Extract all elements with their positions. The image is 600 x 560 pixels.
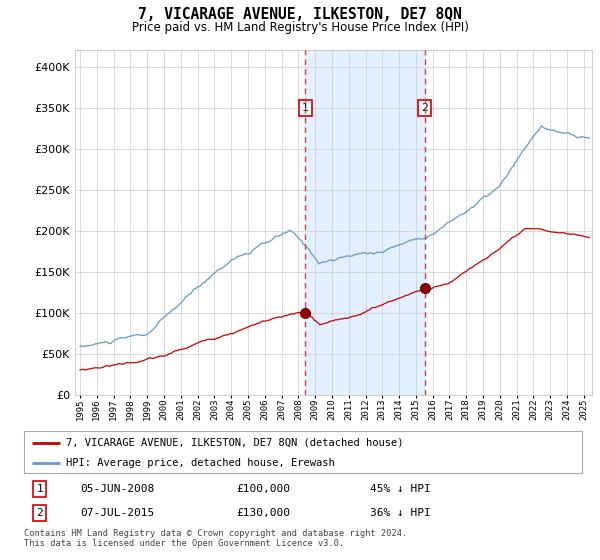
Text: Contains HM Land Registry data © Crown copyright and database right 2024.: Contains HM Land Registry data © Crown c… [24, 529, 407, 538]
Text: 7, VICARAGE AVENUE, ILKESTON, DE7 8QN (detached house): 7, VICARAGE AVENUE, ILKESTON, DE7 8QN (d… [66, 438, 403, 448]
Bar [305, 50, 425, 395]
Text: 45% ↓ HPI: 45% ↓ HPI [370, 484, 431, 494]
Text: 1: 1 [302, 103, 309, 113]
Text: 2: 2 [36, 508, 43, 517]
Text: This data is licensed under the Open Government Licence v3.0.: This data is licensed under the Open Gov… [24, 539, 344, 548]
Text: 07-JUL-2015: 07-JUL-2015 [80, 508, 154, 517]
Text: 05-JUN-2008: 05-JUN-2008 [80, 484, 154, 494]
Text: 2: 2 [421, 103, 428, 113]
Text: Price paid vs. HM Land Registry's House Price Index (HPI): Price paid vs. HM Land Registry's House … [131, 21, 469, 34]
Text: £130,000: £130,000 [236, 508, 290, 517]
Text: 1: 1 [36, 484, 43, 494]
Text: 7, VICARAGE AVENUE, ILKESTON, DE7 8QN: 7, VICARAGE AVENUE, ILKESTON, DE7 8QN [138, 7, 462, 22]
Text: £100,000: £100,000 [236, 484, 290, 494]
Text: 36% ↓ HPI: 36% ↓ HPI [370, 508, 431, 517]
Text: HPI: Average price, detached house, Erewash: HPI: Average price, detached house, Erew… [66, 458, 335, 468]
